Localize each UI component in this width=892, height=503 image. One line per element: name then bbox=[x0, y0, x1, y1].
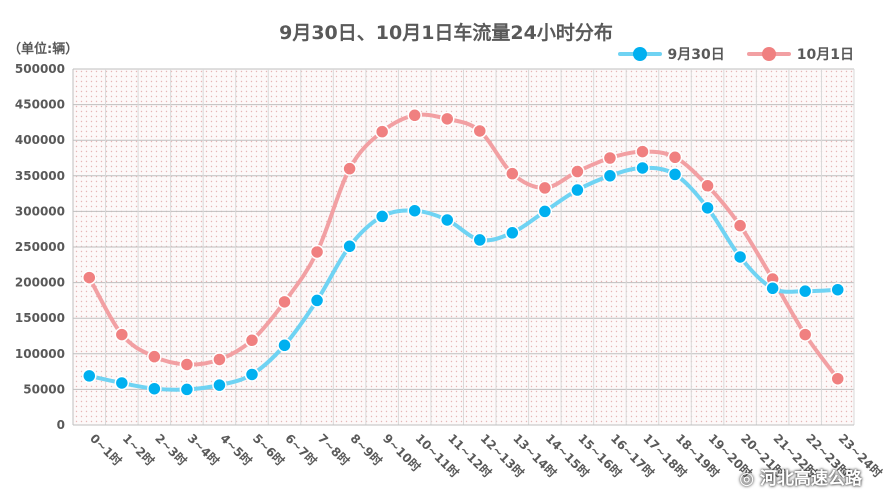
wechat-icon: ◎ bbox=[739, 469, 755, 489]
data-point-series-2 bbox=[114, 327, 130, 342]
y-tick-label: 400000 bbox=[15, 133, 65, 147]
data-point-series-1 bbox=[765, 281, 780, 296]
data-point-series-2 bbox=[797, 327, 813, 342]
legend-marker-series-1 bbox=[632, 47, 647, 61]
data-point-series-2 bbox=[472, 123, 488, 139]
x-tick-label: 0~1时 bbox=[87, 431, 125, 469]
data-point-series-2 bbox=[244, 333, 260, 348]
y-tick-label: 150000 bbox=[15, 311, 65, 325]
data-point-series-1 bbox=[342, 239, 357, 254]
legend-item-series-2: 10月1日 bbox=[746, 44, 854, 64]
watermark: ◎ 河北高速公路 bbox=[739, 464, 862, 489]
y-axis: 0 50000 100000 150000 200000 250000 300000 3500… bbox=[15, 62, 74, 432]
data-point-series-2 bbox=[342, 161, 357, 176]
y-tick-label: 250000 bbox=[15, 240, 65, 254]
data-point-series-1 bbox=[309, 293, 325, 308]
x-tick-label: 4~5时 bbox=[217, 431, 255, 469]
data-point-series-2 bbox=[212, 352, 227, 367]
data-point-series-2 bbox=[732, 218, 748, 233]
data-point-series-1 bbox=[212, 377, 227, 393]
legend-label-series-2: 10月1日 bbox=[796, 47, 854, 63]
y-tick-label: 450000 bbox=[15, 98, 65, 112]
data-point-series-1 bbox=[82, 368, 97, 384]
series-1 bbox=[82, 160, 845, 397]
data-point-series-1 bbox=[570, 182, 585, 198]
y-tick-label: 50000 bbox=[23, 382, 65, 396]
data-point-series-1 bbox=[147, 381, 162, 396]
legend-marker-series-2 bbox=[761, 47, 776, 61]
data-point-series-2 bbox=[407, 108, 422, 123]
chart-title: 9月30日、10月1日车流量24小时分布 bbox=[279, 22, 613, 44]
data-point-series-1 bbox=[374, 209, 390, 224]
data-point-series-1 bbox=[407, 203, 422, 218]
data-point-series-1 bbox=[505, 225, 520, 241]
unit-label: （单位:辆） bbox=[8, 42, 79, 57]
y-tick-label: 350000 bbox=[15, 169, 65, 183]
data-point-series-1 bbox=[830, 282, 845, 297]
series-group bbox=[82, 108, 845, 397]
data-point-series-2 bbox=[82, 270, 97, 285]
data-point-series-2 bbox=[505, 166, 520, 181]
y-tick-label: 100000 bbox=[15, 347, 65, 361]
data-point-series-2 bbox=[570, 164, 585, 179]
y-tick-label: 300000 bbox=[15, 204, 65, 218]
data-point-series-2 bbox=[309, 244, 325, 260]
data-point-series-1 bbox=[700, 200, 715, 216]
data-point-series-2 bbox=[700, 178, 715, 194]
data-point-series-1 bbox=[732, 249, 748, 265]
data-point-series-2 bbox=[374, 124, 390, 139]
data-point-series-1 bbox=[277, 338, 292, 353]
x-tick-label: 7~8时 bbox=[315, 431, 353, 469]
x-tick-label: 8~9时 bbox=[347, 431, 385, 469]
data-point-series-1 bbox=[472, 232, 488, 248]
legend-label-series-1: 9月30日 bbox=[667, 47, 725, 63]
data-point-series-1 bbox=[244, 367, 260, 382]
watermark-text: 河北高速公路 bbox=[760, 469, 862, 489]
x-tick-label: 3~4时 bbox=[185, 431, 223, 469]
data-point-series-2 bbox=[439, 111, 455, 127]
series-2 bbox=[82, 108, 845, 386]
data-point-series-1 bbox=[114, 375, 130, 391]
data-point-series-1 bbox=[439, 212, 455, 228]
data-point-series-2 bbox=[277, 294, 292, 310]
legend-item-series-1: 9月30日 bbox=[617, 44, 725, 64]
data-point-series-2 bbox=[537, 180, 553, 196]
data-point-series-2 bbox=[830, 371, 845, 386]
legend-swatch-series-2 bbox=[746, 47, 791, 61]
y-tick-label: 500000 bbox=[15, 62, 65, 76]
legend: 9月30日 10月1日 bbox=[617, 44, 854, 64]
data-point-series-2 bbox=[602, 150, 618, 166]
data-point-series-2 bbox=[635, 144, 650, 159]
x-tick-label: 6~7时 bbox=[282, 431, 320, 469]
data-point-series-2 bbox=[179, 357, 195, 372]
x-tick-label: 2~3时 bbox=[152, 431, 190, 469]
x-tick-label: 1~2时 bbox=[120, 431, 158, 469]
data-point-series-1 bbox=[602, 168, 618, 184]
y-tick-label: 200000 bbox=[15, 276, 65, 290]
data-point-series-1 bbox=[667, 167, 683, 182]
legend-swatch-series-1 bbox=[617, 47, 662, 61]
data-point-series-1 bbox=[797, 283, 813, 299]
data-point-series-1 bbox=[179, 382, 195, 397]
y-tick-label: 0 bbox=[57, 418, 65, 432]
data-point-series-1 bbox=[537, 204, 553, 219]
data-point-series-1 bbox=[635, 160, 650, 176]
x-tick-label: 5~6时 bbox=[250, 431, 288, 469]
data-point-series-2 bbox=[147, 349, 162, 364]
data-point-series-2 bbox=[667, 150, 683, 165]
